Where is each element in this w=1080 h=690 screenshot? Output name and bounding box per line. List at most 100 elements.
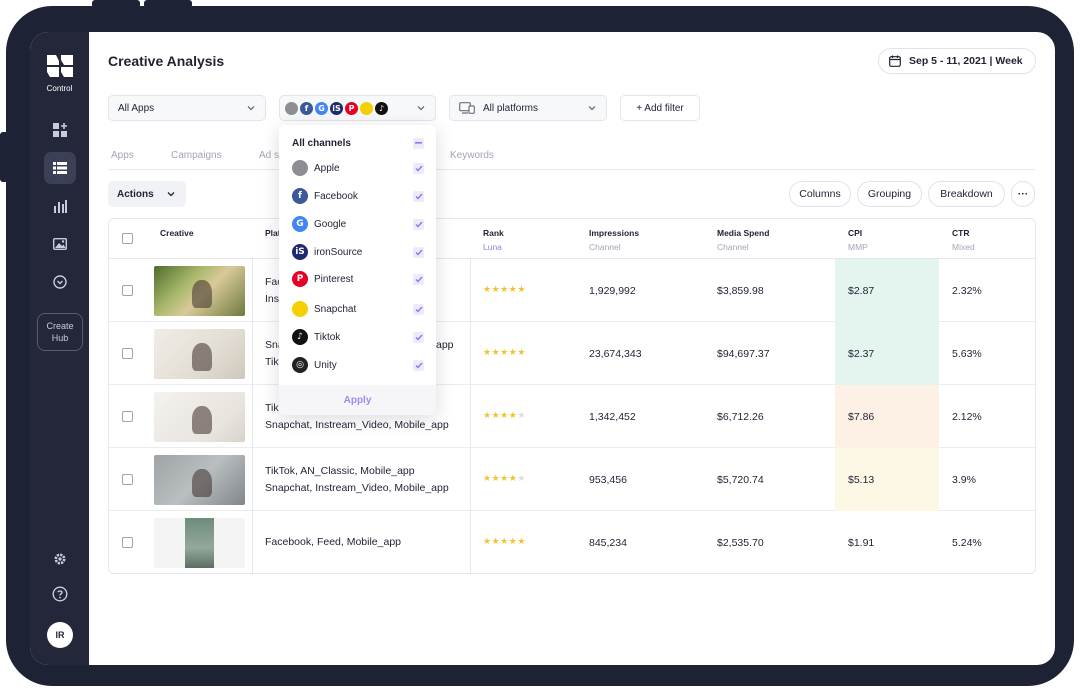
channel-option-label: Facebook xyxy=(314,190,358,202)
channel-checkbox[interactable] xyxy=(413,190,424,202)
channel-option-label: Unity xyxy=(314,359,337,371)
channel-option-unity[interactable]: ◎ Unity xyxy=(279,352,436,378)
apply-button[interactable]: Apply xyxy=(279,385,436,415)
indeterminate-checkbox[interactable] xyxy=(413,137,424,149)
platform-cell: app xyxy=(436,339,454,351)
grouping-button[interactable]: Grouping xyxy=(857,181,922,207)
row-checkbox[interactable] xyxy=(122,348,133,359)
media-spend-cell: $6,712.26 xyxy=(717,411,764,423)
nav-dropdown-circle-icon[interactable] xyxy=(44,266,76,298)
nav-list-icon[interactable] xyxy=(44,152,76,184)
actions-button[interactable]: Actions xyxy=(108,181,186,207)
apple-icon xyxy=(285,101,298,115)
create-hub-button[interactable]: Create Hub xyxy=(37,313,83,351)
apps-select[interactable]: All Apps xyxy=(108,95,266,121)
table-header: Creative Plat Rank Luna Impressions Channe… xyxy=(109,219,1035,259)
chevron-down-icon xyxy=(417,106,425,111)
creative-thumbnail[interactable] xyxy=(154,518,245,568)
help-icon[interactable] xyxy=(44,578,76,610)
channel-checkbox[interactable] xyxy=(413,273,424,285)
channel-option-pinterest[interactable]: P Pinterest xyxy=(279,266,436,292)
table-row[interactable]: TikTok, AN_Classic, Mobile_app Snapchat, … xyxy=(109,448,1035,511)
channel-checkbox[interactable] xyxy=(413,218,424,230)
row-checkbox[interactable] xyxy=(122,537,133,548)
table-row[interactable]: Facebook, Feed, Mobile_app ★★★★★ 845,234 $2… xyxy=(109,511,1035,573)
channel-option-snapchat[interactable]: Snapchat xyxy=(279,296,436,322)
tab-keywords[interactable]: Keywords xyxy=(450,150,494,161)
channel-option-tiktok[interactable]: ♪ Tiktok xyxy=(279,324,436,350)
media-spend-cell: $94,697.37 xyxy=(717,348,770,360)
tab-ad-sets[interactable]: Ad s xyxy=(259,150,280,161)
header-rank-label: Rank xyxy=(483,228,504,238)
platform-cell: Facebook, Feed, Mobile_app xyxy=(265,536,402,548)
check-icon xyxy=(415,306,423,313)
ctr-cell: 5.63% xyxy=(952,348,982,360)
table-row[interactable]: Tik Snapchat, Instream_Video, Mobile_app ★… xyxy=(109,385,1035,448)
header-cpi: CPI MMP xyxy=(848,228,868,252)
cpi-cell-bg xyxy=(835,511,939,573)
facebook-icon: f xyxy=(300,101,313,115)
channel-checkbox[interactable] xyxy=(413,331,424,343)
header-ctr-sub: Mixed xyxy=(952,242,975,252)
date-range-button[interactable]: Sep 5 - 11, 2021 | Week xyxy=(878,48,1036,74)
cpi-cell-bg xyxy=(835,448,939,511)
row-checkbox[interactable] xyxy=(122,285,133,296)
channels-dropdown: All channels Apple f Facebook G Google iS iron… xyxy=(279,125,436,415)
creative-thumbnail[interactable] xyxy=(154,455,245,505)
nav-chart-icon[interactable] xyxy=(44,190,76,222)
creative-thumbnail[interactable] xyxy=(154,329,245,379)
row-checkbox[interactable] xyxy=(122,474,133,485)
cpi-cell: $7.86 xyxy=(848,411,875,423)
avatar[interactable]: IR xyxy=(47,622,73,648)
platform-cell: Tik xyxy=(265,402,279,414)
channel-checkbox[interactable] xyxy=(413,303,424,315)
add-filter-button[interactable]: + Add filter xyxy=(620,95,700,121)
row-checkbox[interactable] xyxy=(122,411,133,422)
platforms-select[interactable]: All platforms xyxy=(449,95,607,121)
tiktok-icon: ♪ xyxy=(292,329,308,345)
channel-option-google[interactable]: G Google xyxy=(279,211,436,237)
table-row[interactable]: Fac Insta ★★★★★ 1,929,992 $3,859.98 $2.87 2.32… xyxy=(109,259,1035,322)
tab-apps[interactable]: Apps xyxy=(111,150,134,161)
media-spend-cell: $5,720.74 xyxy=(717,474,764,486)
ctr-cell: 2.12% xyxy=(952,411,982,423)
header-ctr-label: CTR xyxy=(952,228,970,238)
table-row[interactable]: Snap Tiktk app ★★★★★ 23,674,343 $94,697.37 $2.… xyxy=(109,322,1035,385)
creative-thumbnail[interactable] xyxy=(154,266,245,316)
select-all-checkbox[interactable] xyxy=(122,233,133,244)
rank-stars: ★★★★★ xyxy=(483,411,526,421)
check-icon xyxy=(415,193,423,200)
all-channels-option[interactable]: All channels xyxy=(279,130,436,156)
settings-gear-icon[interactable] xyxy=(44,543,76,575)
media-spend-cell: $3,859.98 xyxy=(717,285,764,297)
channel-checkbox[interactable] xyxy=(413,359,424,371)
check-icon xyxy=(415,249,423,256)
channel-checkbox[interactable] xyxy=(413,246,424,258)
channel-option-apple[interactable]: Apple xyxy=(279,155,436,181)
chevron-down-icon xyxy=(167,192,175,197)
ironsource-icon: iS xyxy=(330,101,343,115)
logo-icon xyxy=(47,55,73,77)
creative-thumbnail[interactable] xyxy=(154,392,245,442)
breakdown-button[interactable]: Breakdown xyxy=(928,181,1005,207)
nav-image-icon[interactable] xyxy=(44,228,76,260)
sidebar: Control Create Hub IR xyxy=(30,32,89,665)
main-content: Creative Analysis Sep 5 - 11, 2021 | Wee… xyxy=(89,32,1055,665)
columns-button[interactable]: Columns xyxy=(789,181,851,207)
channel-checkbox[interactable] xyxy=(413,162,424,174)
channel-option-ironsource[interactable]: iS ironSource xyxy=(279,239,436,265)
date-range-label: Sep 5 - 11, 2021 | Week xyxy=(909,55,1023,67)
check-icon xyxy=(415,362,423,369)
channel-option-facebook[interactable]: f Facebook xyxy=(279,183,436,209)
snapchat-icon xyxy=(360,101,373,115)
impressions-cell: 1,342,452 xyxy=(589,411,636,423)
tab-campaigns[interactable]: Campaigns xyxy=(171,150,222,161)
hardware-button xyxy=(144,0,192,8)
header-creative: Creative xyxy=(160,228,194,238)
check-icon xyxy=(415,276,423,283)
rank-stars: ★★★★★ xyxy=(483,474,526,484)
nav-dashboard-add-icon[interactable] xyxy=(44,114,76,146)
google-icon: G xyxy=(292,216,308,232)
more-options-button[interactable]: ··· xyxy=(1011,181,1035,207)
